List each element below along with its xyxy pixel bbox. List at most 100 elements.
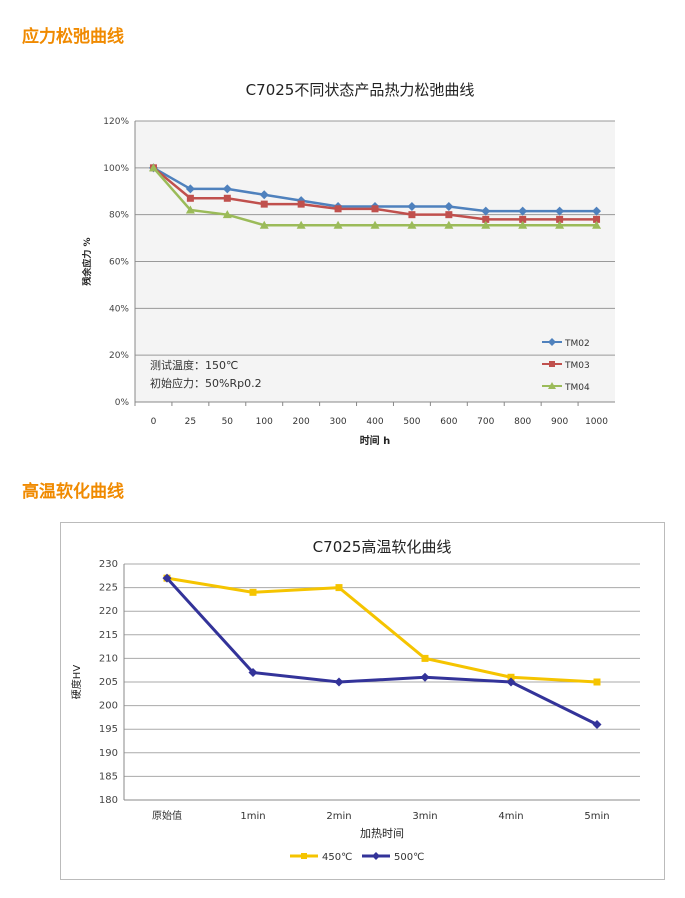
x-tick-label: 3min bbox=[412, 811, 437, 822]
chart-title: C7025高温软化曲线 bbox=[313, 538, 452, 556]
data-point-450℃ bbox=[421, 654, 429, 662]
x-tick-label: 50 bbox=[222, 417, 234, 427]
data-point-TM04 bbox=[296, 220, 306, 229]
legend-label: 500℃ bbox=[394, 852, 424, 863]
x-tick-label: 1min bbox=[240, 811, 265, 822]
data-point-TM04 bbox=[185, 205, 195, 214]
x-tick-label: 500 bbox=[403, 417, 420, 427]
data-point-450℃ bbox=[335, 584, 343, 592]
data-point-TM04 bbox=[259, 220, 269, 229]
data-point-TM03 bbox=[593, 215, 601, 223]
series-line-500℃ bbox=[165, 577, 598, 726]
y-tick-label: 225 bbox=[99, 583, 118, 594]
y-tick-label: 220 bbox=[99, 606, 118, 617]
data-point-TM03 bbox=[519, 215, 527, 223]
x-tick-label: 800 bbox=[514, 417, 531, 427]
section-title-softening: 高温软化曲线 bbox=[22, 482, 124, 502]
x-tick-label: 300 bbox=[329, 417, 346, 427]
data-point-450℃ bbox=[593, 678, 601, 686]
x-tick-label: 25 bbox=[185, 417, 196, 427]
data-point-TM03 bbox=[371, 205, 379, 213]
y-tick-label: 200 bbox=[99, 701, 118, 712]
x-tick-label: 2min bbox=[326, 811, 351, 822]
y-tick-label: 20% bbox=[109, 351, 129, 361]
legend-label: 450℃ bbox=[322, 852, 352, 863]
data-point-TM04 bbox=[370, 220, 380, 229]
y-tick-label: 40% bbox=[109, 304, 129, 314]
data-point-500℃ bbox=[162, 573, 172, 583]
data-point-TM02 bbox=[481, 206, 491, 216]
data-point-TM04 bbox=[555, 220, 565, 229]
y-tick-label: 60% bbox=[109, 258, 129, 268]
softening-chart-frame bbox=[60, 522, 665, 880]
x-tick-label: 400 bbox=[366, 417, 383, 427]
x-axis-title: 时间 h bbox=[360, 434, 391, 447]
data-point-450℃ bbox=[507, 673, 515, 681]
data-point-500℃ bbox=[248, 668, 258, 678]
data-point-500℃ bbox=[506, 677, 516, 687]
data-point-TM04 bbox=[444, 220, 454, 229]
data-point-TM02 bbox=[407, 201, 417, 211]
data-point-TM04 bbox=[518, 220, 528, 229]
x-tick-label: 0 bbox=[151, 417, 157, 427]
series-line-450℃ bbox=[166, 576, 598, 684]
x-tick-label: 原始值 bbox=[152, 809, 182, 822]
data-point-TM03 bbox=[556, 215, 564, 223]
y-tick-label: 215 bbox=[99, 630, 118, 641]
data-point-TM02 bbox=[555, 206, 565, 216]
data-point-500℃ bbox=[334, 677, 344, 687]
section-title-stress: 应力松弛曲线 bbox=[22, 27, 124, 47]
legend-marker-TM02 bbox=[548, 338, 556, 346]
y-tick-label: 195 bbox=[99, 724, 118, 735]
y-tick-label: 120% bbox=[103, 117, 129, 127]
data-point-500℃ bbox=[420, 672, 430, 682]
legend-marker-TM04 bbox=[548, 382, 556, 389]
legend-marker-450℃ bbox=[301, 853, 307, 859]
data-point-TM04 bbox=[222, 210, 232, 219]
data-point-TM03 bbox=[260, 200, 268, 208]
legend-label: TM03 bbox=[564, 361, 590, 371]
y-tick-label: 180 bbox=[99, 795, 118, 806]
data-point-TM02 bbox=[592, 206, 602, 216]
data-point-TM03 bbox=[223, 194, 231, 202]
data-point-450℃ bbox=[249, 588, 257, 596]
x-tick-label: 200 bbox=[293, 417, 310, 427]
data-point-TM02 bbox=[222, 184, 232, 194]
legend-marker-TM03 bbox=[549, 361, 555, 367]
annotation: 初始应力：50%Rp0.2 bbox=[150, 376, 262, 390]
legend-label: TM04 bbox=[564, 383, 590, 393]
data-point-TM04 bbox=[148, 163, 158, 172]
data-point-TM03 bbox=[408, 211, 416, 219]
y-tick-label: 230 bbox=[99, 559, 118, 570]
x-tick-label: 5min bbox=[584, 811, 609, 822]
x-tick-label: 100 bbox=[256, 417, 273, 427]
data-point-TM04 bbox=[592, 220, 602, 229]
data-point-TM02 bbox=[259, 190, 269, 200]
x-tick-label: 900 bbox=[551, 417, 568, 427]
data-point-TM03 bbox=[186, 194, 194, 202]
data-point-TM03 bbox=[297, 200, 305, 208]
data-point-TM04 bbox=[481, 220, 491, 229]
x-tick-label: 1000 bbox=[585, 417, 608, 427]
annotation: 测试温度：150℃ bbox=[150, 358, 238, 372]
y-tick-label: 190 bbox=[99, 748, 118, 759]
y-tick-label: 210 bbox=[99, 653, 118, 664]
data-point-TM02 bbox=[518, 206, 528, 216]
legend-label: TM02 bbox=[564, 339, 590, 349]
y-axis-title: 硬度HV bbox=[70, 665, 83, 700]
y-tick-label: 0% bbox=[115, 398, 130, 408]
x-axis-title: 加热时间 bbox=[360, 827, 404, 840]
y-tick-label: 100% bbox=[103, 164, 129, 174]
data-point-TM04 bbox=[333, 220, 343, 229]
x-tick-label: 600 bbox=[440, 417, 457, 427]
y-tick-label: 185 bbox=[99, 771, 118, 782]
data-point-500℃ bbox=[592, 719, 602, 729]
x-tick-label: 4min bbox=[498, 811, 523, 822]
data-point-TM03 bbox=[445, 211, 453, 219]
data-point-TM03 bbox=[482, 215, 490, 223]
data-point-TM03 bbox=[334, 205, 342, 213]
data-point-TM02 bbox=[444, 201, 454, 211]
x-tick-label: 700 bbox=[477, 417, 494, 427]
legend-marker-500℃ bbox=[372, 852, 380, 860]
